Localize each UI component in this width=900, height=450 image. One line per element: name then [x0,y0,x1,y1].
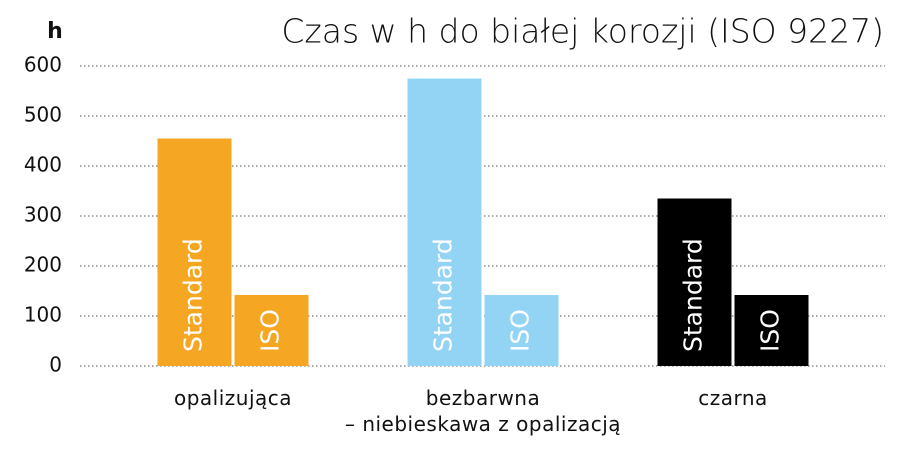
y-tick-label: 300 [24,203,62,227]
y-tick-label: 200 [24,253,62,277]
y-tick-label: 0 [49,353,62,377]
x-tick-label: bezbarwna – niebieskawa z opalizacją [344,386,622,436]
bar-series-label: Standard [179,238,208,352]
y-axis-label: h [47,19,63,44]
bar-series-label: ISO [506,309,535,352]
x-tick-label: opalizująca [173,386,293,410]
bar [157,138,232,366]
y-tick-label: 100 [24,303,62,327]
x-tick-label: czarna [698,386,768,410]
y-tick-label: 400 [24,153,62,177]
bar [407,78,482,366]
bar [234,295,309,366]
chart-title: Czas w h do białej korozji (ISO 9227) [281,12,884,51]
y-tick-label: 600 [24,53,62,77]
y-tick-label: 500 [24,103,62,127]
bar-series-label: ISO [256,309,285,352]
bar-series-label: Standard [429,238,458,352]
bar-series-label: ISO [756,309,785,352]
bar [657,198,732,366]
bar-series-label: Standard [679,238,708,352]
bar [734,295,809,366]
bar [484,295,559,366]
